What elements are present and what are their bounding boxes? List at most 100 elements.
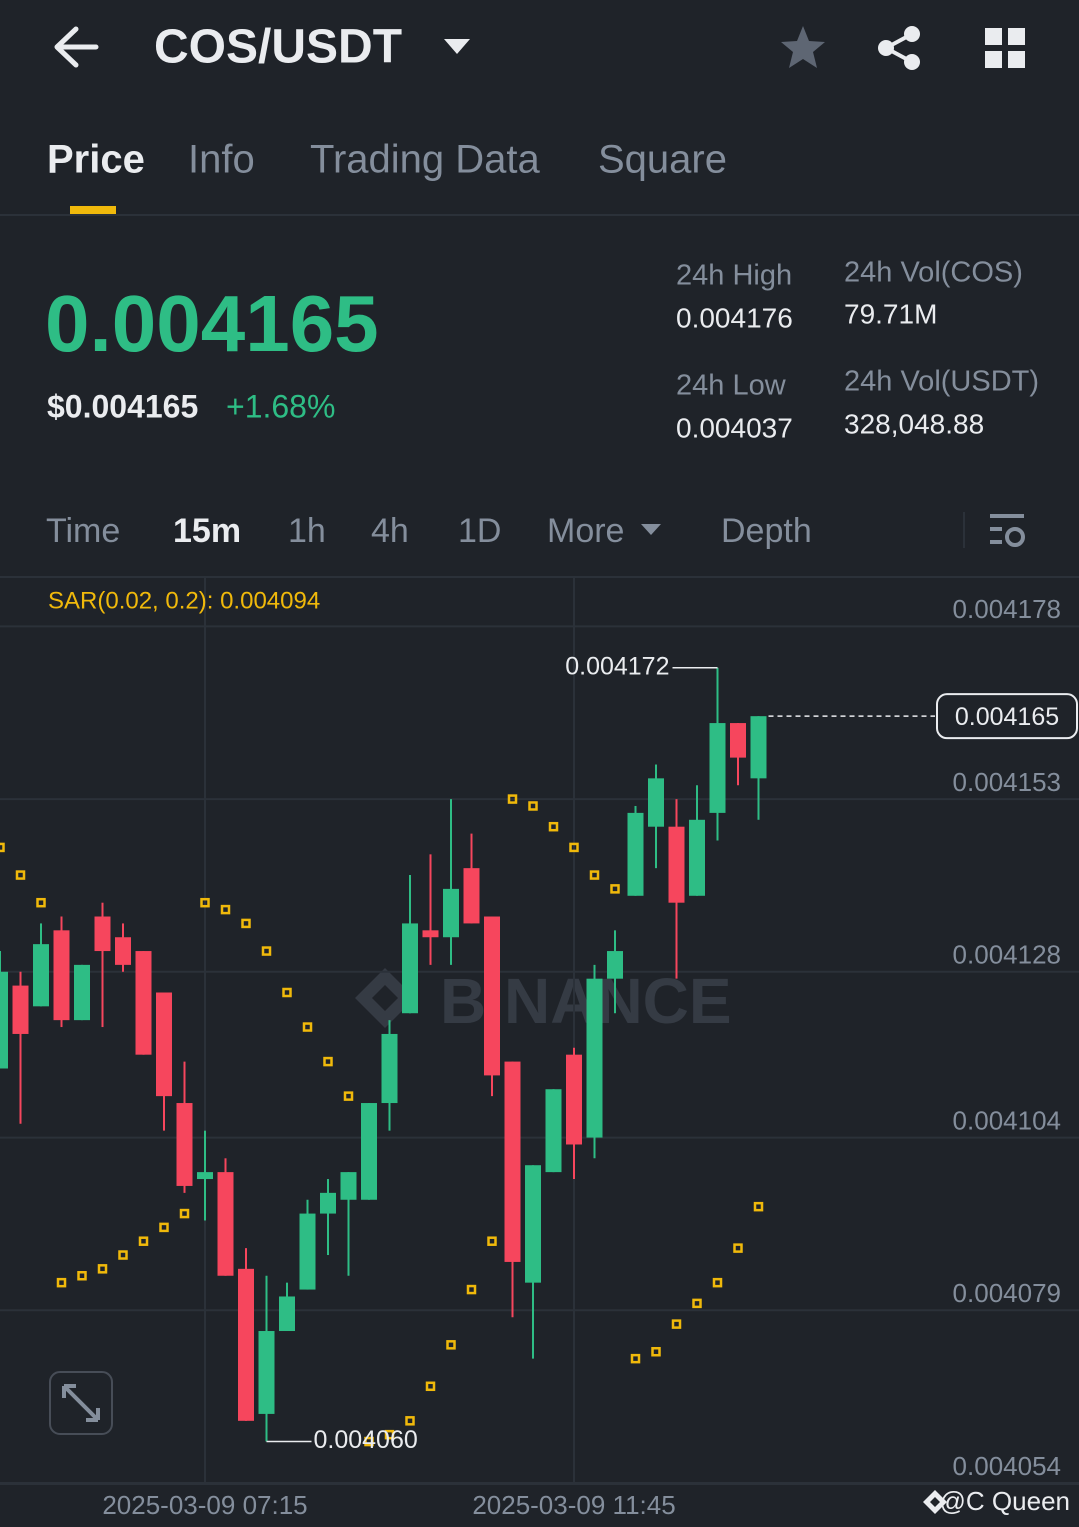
sar-dot <box>77 1270 87 1281</box>
price-usd: $0.004165 <box>47 388 198 424</box>
tab[interactable]: Info <box>188 138 255 182</box>
candle-body <box>217 1172 234 1276</box>
menu-grid-icon[interactable] <box>985 28 1025 68</box>
share-lines <box>881 32 913 64</box>
last-price-label: 0.004165 <box>955 703 1059 731</box>
pair-title[interactable]: COS/USDT <box>154 21 402 74</box>
candle-body <box>258 1331 275 1414</box>
tab[interactable]: Trading Data <box>310 138 541 182</box>
interval[interactable]: 15m <box>173 512 241 550</box>
candle-body <box>176 1103 193 1186</box>
y-tick-label: 0.004079 <box>953 1278 1061 1308</box>
watermark-logo <box>355 968 415 1028</box>
sar-dot <box>733 1243 743 1253</box>
candle-body <box>586 978 603 1138</box>
expand-button[interactable] <box>49 1371 113 1435</box>
y-tick-label: 0.004054 <box>953 1451 1061 1481</box>
candle-body <box>381 1033 398 1104</box>
watermark: BINANCE <box>440 965 732 1037</box>
stat-value: 0.004176 <box>676 302 793 333</box>
candle-body <box>689 819 705 896</box>
candlestick-chart: 0.004178 0.004153 0.004128 0.004104 0.004079… <box>0 578 1079 1520</box>
price-change: +1.68% <box>226 388 335 424</box>
sar-dot <box>569 842 579 853</box>
sar-dot <box>36 897 46 908</box>
candle-body <box>668 826 685 903</box>
sar-dot <box>56 1277 67 1288</box>
sar-dot <box>589 870 600 880</box>
chart-settings-icon[interactable] <box>990 514 1025 547</box>
stat-value: 79.71M <box>844 298 937 329</box>
tab[interactable]: Square <box>598 138 727 182</box>
stat-label: 24h Vol(COS) <box>844 257 1023 289</box>
separator <box>963 512 965 548</box>
icon-gear <box>1005 527 1025 547</box>
sar-dot <box>425 1381 436 1392</box>
sar-dot <box>220 904 231 915</box>
sar-dot <box>692 1298 702 1309</box>
sar-dot <box>15 870 26 880</box>
sar-dot <box>0 842 5 853</box>
back-button[interactable] <box>54 26 99 68</box>
candle-body <box>74 964 90 1021</box>
favorite-icon[interactable] <box>781 26 825 68</box>
candle-body <box>0 971 8 1069</box>
divider <box>0 576 1079 578</box>
candle-body <box>402 923 418 1014</box>
interval[interactable]: Depth <box>721 512 812 550</box>
candle-body <box>33 944 49 1007</box>
icon-line <box>990 527 1002 531</box>
candle-body <box>545 1089 562 1173</box>
sar-dot <box>630 1353 641 1364</box>
sar-dot <box>282 987 292 998</box>
sar-dot <box>466 1284 477 1295</box>
x-tick-label: 2025-03-09 11:45 <box>472 1490 675 1520</box>
candle-body <box>648 778 664 827</box>
sar-dot <box>548 821 559 832</box>
grid-square <box>985 51 1002 68</box>
interval[interactable]: 1h <box>288 512 326 550</box>
indicator-label: SAR(0.02, 0.2): 0.004094 <box>48 587 320 614</box>
credit-logo <box>923 1490 947 1514</box>
tab[interactable]: Price <box>47 138 145 182</box>
stat-value: 0.004037 <box>676 412 793 443</box>
sar-dot <box>179 1208 190 1219</box>
candle-body <box>627 812 644 896</box>
sar-dot <box>446 1340 456 1350</box>
candle-body <box>115 937 131 965</box>
more-dropdown[interactable] <box>641 524 661 535</box>
sar-dot <box>261 946 272 956</box>
sar-dot <box>97 1264 108 1274</box>
share-icon[interactable] <box>878 26 920 70</box>
divider <box>0 214 1079 216</box>
x-tick-label: 2025-03-09 07:15 <box>102 1490 307 1520</box>
sar-dot <box>241 918 251 929</box>
sar-dot <box>487 1236 497 1246</box>
y-tick-label: 0.004153 <box>953 767 1061 797</box>
sar-dot <box>405 1416 415 1426</box>
divider <box>0 1483 1079 1485</box>
sar-dot <box>651 1346 661 1357</box>
candle-body <box>299 1213 316 1290</box>
candle-body <box>279 1296 295 1332</box>
sar-dot <box>364 1436 374 1447</box>
sar-dot <box>528 801 538 811</box>
candle-body <box>361 1103 377 1200</box>
icon-line <box>990 540 1002 544</box>
interval[interactable]: 1D <box>458 512 501 550</box>
min-label: 0.004060 <box>314 1426 418 1454</box>
sar-dot <box>610 884 620 894</box>
sar-dot <box>753 1201 764 1212</box>
interval[interactable]: More <box>547 512 624 550</box>
sar-dot <box>671 1319 682 1329</box>
interval[interactable]: Time <box>46 512 120 550</box>
sar-dot <box>384 1429 395 1440</box>
interval[interactable]: 4h <box>371 512 409 550</box>
credit: @C Queen <box>940 1486 1070 1516</box>
pair-dropdown[interactable] <box>444 39 470 54</box>
candle-body <box>197 1172 213 1180</box>
sar-dot <box>200 897 210 908</box>
max-label: 0.004172 <box>565 652 669 680</box>
